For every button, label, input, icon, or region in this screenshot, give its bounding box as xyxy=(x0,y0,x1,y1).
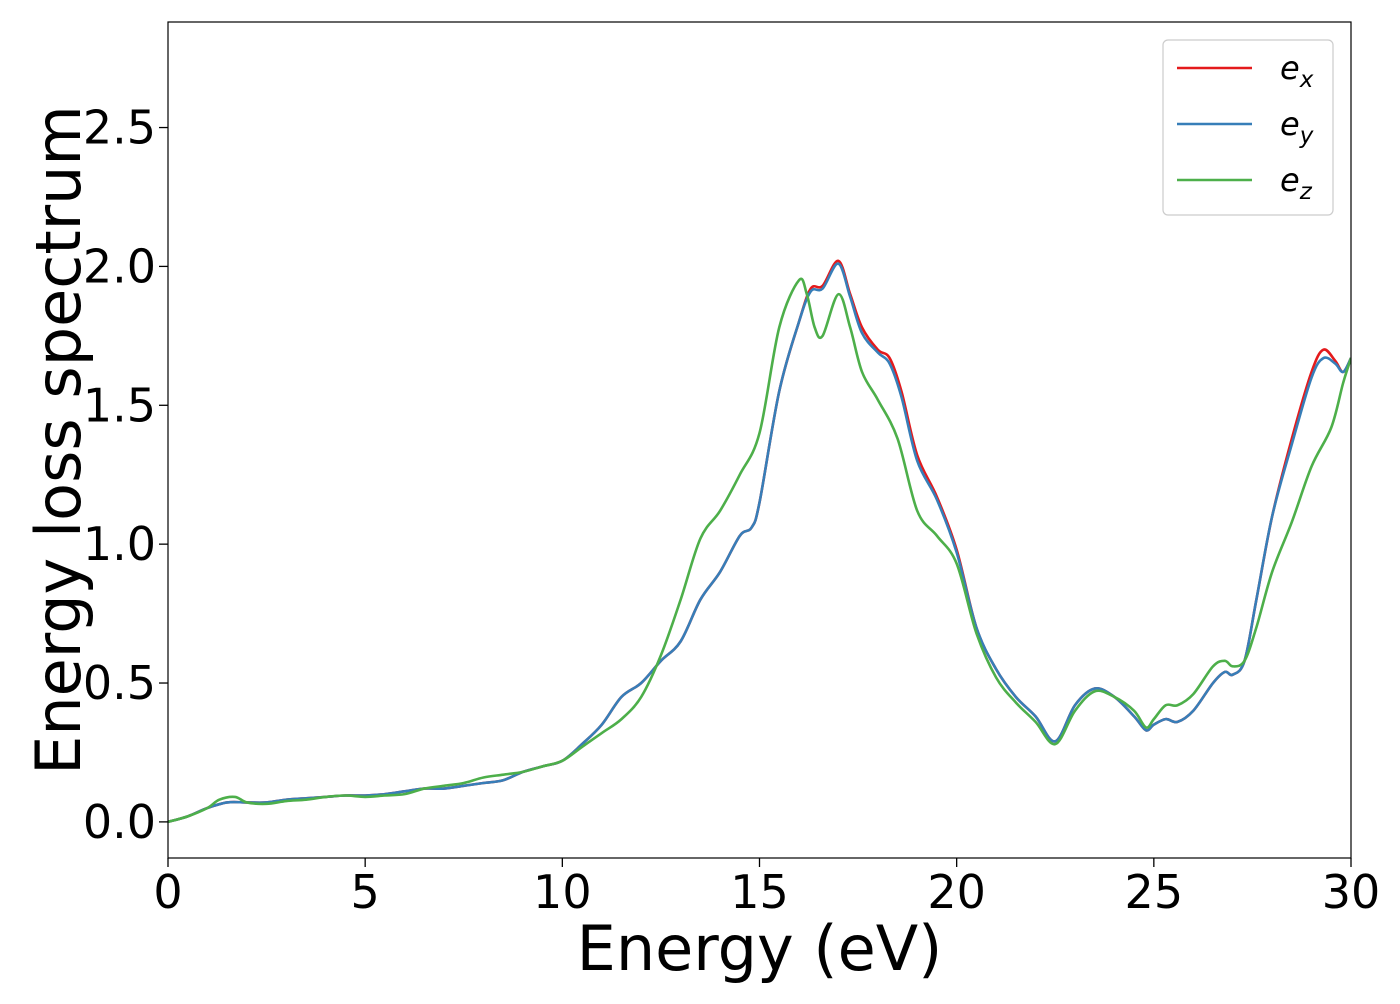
legend-label-subscript: y xyxy=(1299,123,1314,149)
y-axis-ticks: 0.0 0.5 1.0 1.5 2.0 2.5 xyxy=(83,101,168,849)
y-tick-label: 1.0 xyxy=(83,517,156,571)
series-line-e-x xyxy=(168,259,1351,824)
x-tick-label: 20 xyxy=(927,865,986,919)
y-tick-label: 0.5 xyxy=(83,656,156,710)
legend-label-ez: ez xyxy=(1280,161,1313,205)
x-axis-title: Energy (eV) xyxy=(577,912,943,985)
x-tick-label: 5 xyxy=(351,865,380,919)
legend-label-base: e xyxy=(1280,105,1300,143)
series-line-e-z xyxy=(168,277,1351,824)
legend-label-base: e xyxy=(1280,161,1300,199)
series-line-e-y xyxy=(168,262,1351,824)
y-tick-label: 0.0 xyxy=(83,795,156,849)
x-tick-label: 30 xyxy=(1322,865,1381,919)
series-layer xyxy=(168,259,1351,824)
legend-label-subscript: z xyxy=(1299,179,1313,205)
y-tick-label: 1.5 xyxy=(83,378,156,432)
x-tick-label: 25 xyxy=(1125,865,1184,919)
legend-label-base: e xyxy=(1280,49,1300,87)
x-tick-label: 0 xyxy=(153,865,182,919)
y-axis-title: Energy loss spectrum xyxy=(22,105,95,775)
legend-label-subscript: x xyxy=(1299,67,1314,93)
x-tick-label: 10 xyxy=(533,865,592,919)
y-tick-label: 2.5 xyxy=(83,101,156,155)
legend-label-ey: ey xyxy=(1280,105,1314,149)
y-tick-label: 2.0 xyxy=(83,239,156,293)
x-axis-ticks: 0 5 10 15 20 25 30 xyxy=(153,858,1380,919)
legend-label-ex: ex xyxy=(1280,49,1314,93)
legend-box xyxy=(1162,39,1334,216)
x-tick-label: 15 xyxy=(730,865,789,919)
